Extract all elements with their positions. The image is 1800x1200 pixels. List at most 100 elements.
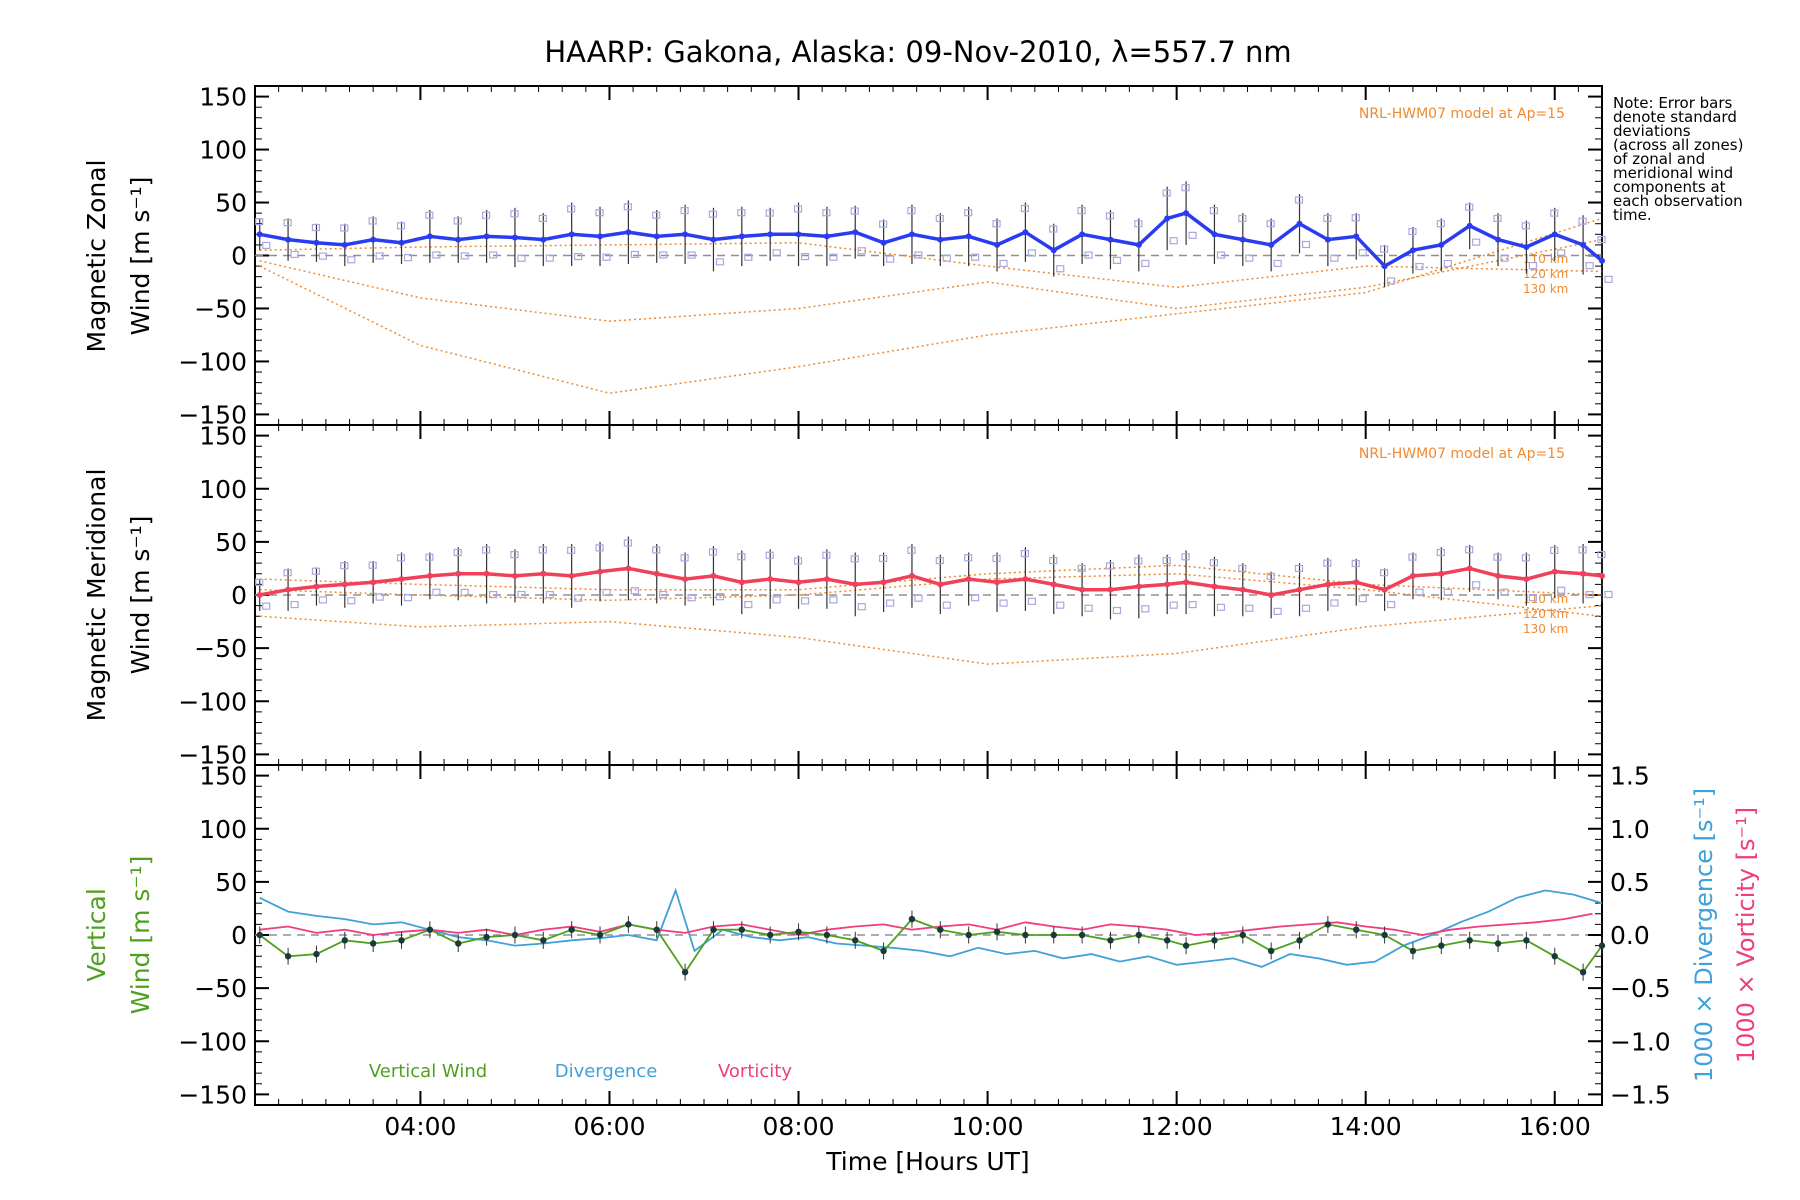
zone-sample <box>772 596 781 604</box>
vertical-wind-point <box>1296 937 1303 944</box>
wind-point <box>568 572 575 579</box>
vertical-wind-point <box>455 940 462 947</box>
wind-point <box>1495 236 1502 243</box>
wind-point <box>738 233 745 240</box>
wind-point <box>1296 220 1303 227</box>
vertical-wind-point <box>852 937 859 944</box>
vertical-wind-point <box>766 931 774 939</box>
zone-sample <box>1027 597 1036 605</box>
wind-point <box>483 233 490 240</box>
wind-point <box>653 233 660 240</box>
zone-sample <box>1358 595 1367 603</box>
zone-sample <box>595 209 604 217</box>
wind-point <box>1050 581 1057 588</box>
y2-tick-label: −1.0 <box>1610 1027 1671 1056</box>
y-tick-label: 0 <box>231 581 247 610</box>
wind-point <box>1164 215 1171 222</box>
wind-point <box>1523 244 1530 251</box>
y-tick-label: 50 <box>215 868 247 897</box>
zone-sample <box>687 594 696 602</box>
vertical-wind-point <box>568 926 575 933</box>
zone-sample <box>1386 600 1396 609</box>
vertical-wind-point <box>1353 926 1360 933</box>
zone-sample <box>1049 225 1058 233</box>
zone-sample <box>942 254 951 262</box>
zonal-ylabel-line2: Wind [m s⁻¹] <box>126 177 155 336</box>
vertical-ylabel-line2: Wind [m s⁻¹] <box>126 856 155 1015</box>
wind-point <box>1409 572 1416 579</box>
wind-point <box>1296 586 1303 593</box>
x-tick-label: 12:00 <box>1141 1112 1213 1141</box>
model-curve <box>259 217 1603 394</box>
wind-point <box>625 229 632 236</box>
zone-sample <box>347 597 356 605</box>
zone-sample <box>680 554 689 562</box>
wind-point <box>1239 236 1246 243</box>
zone-sample <box>999 599 1008 607</box>
zone-sample <box>432 588 441 596</box>
zone-sample <box>715 593 725 601</box>
wind-point <box>1135 583 1142 590</box>
wind-point <box>1551 231 1558 238</box>
vertical-wind-point <box>1381 931 1388 939</box>
zone-sample <box>602 588 611 597</box>
wind-point <box>908 231 915 238</box>
vertical-wind-point <box>1466 937 1473 944</box>
divergence-line <box>259 887 1603 968</box>
divergence-axis-label: 1000 × Divergence [s⁻¹] <box>1690 788 1718 1082</box>
zone-sample <box>1169 237 1178 245</box>
wind-point <box>1381 586 1388 593</box>
wind-point <box>370 579 377 586</box>
wind-point <box>398 239 405 246</box>
wind-point <box>313 239 320 246</box>
wind-point <box>1523 576 1530 583</box>
zone-sample <box>1521 554 1530 562</box>
zone-sample <box>425 211 434 219</box>
y-tick-label: −50 <box>194 634 247 663</box>
zone-sample <box>1379 245 1389 253</box>
zone-sample <box>1521 222 1530 230</box>
vertical-wind-point <box>398 937 405 944</box>
zone-sample <box>1049 556 1058 565</box>
zone-sample <box>907 546 916 554</box>
vertical-wind-point <box>1211 937 1218 944</box>
vertical-wind-point <box>1163 937 1171 944</box>
wind-point <box>1353 579 1360 586</box>
wind-point <box>370 236 377 243</box>
zone-sample <box>630 250 639 259</box>
zone-sample <box>1134 557 1143 565</box>
wind-point <box>994 579 1001 586</box>
zone-sample <box>800 252 810 261</box>
zone-sample <box>1528 261 1537 270</box>
zone-sample <box>1134 220 1143 228</box>
vertical-wind-point <box>369 940 377 947</box>
zone-sample <box>914 251 923 259</box>
note-line: denote standard <box>1613 108 1737 126</box>
zone-sample <box>1245 604 1254 612</box>
zone-sample <box>885 255 895 263</box>
zone-sample <box>510 551 519 559</box>
zone-sample <box>1323 214 1332 223</box>
zone-sample <box>340 562 349 570</box>
zone-sample <box>1443 588 1452 596</box>
y-tick-label: 100 <box>199 815 247 844</box>
wind-point <box>568 231 575 238</box>
vertical-wind-point <box>1050 931 1057 939</box>
wind-point <box>908 572 915 579</box>
zone-sample <box>453 548 462 557</box>
x-tick-label: 08:00 <box>763 1112 835 1141</box>
y-tick-label: 0 <box>231 242 247 271</box>
model-curve <box>259 242 1603 289</box>
zone-sample <box>403 594 413 602</box>
zone-sample <box>283 569 292 577</box>
wind-point <box>313 583 320 590</box>
vertical-wind-point <box>710 926 717 933</box>
vertical-wind-point <box>1107 937 1114 944</box>
zone-sample <box>396 222 406 230</box>
vertical-wind-point <box>256 931 263 939</box>
wind-point <box>937 581 944 588</box>
wind-point <box>426 233 433 240</box>
zone-sample <box>1294 564 1304 573</box>
zone-sample <box>971 594 980 602</box>
